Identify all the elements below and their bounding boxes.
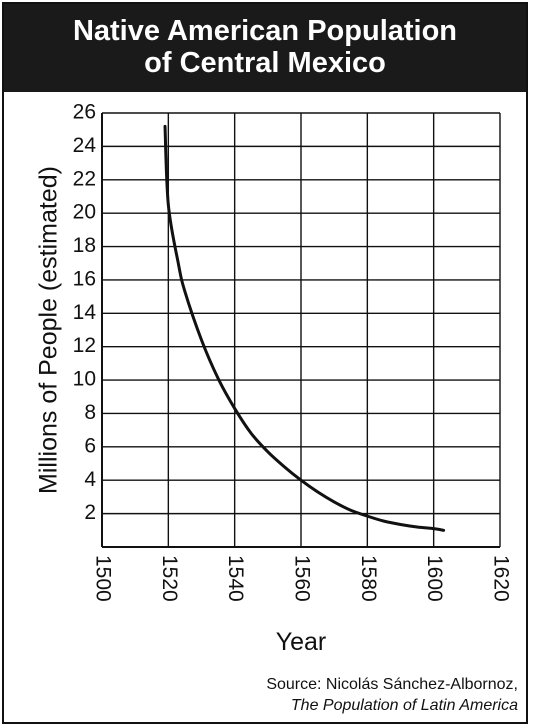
x-tick-1500: 1500 xyxy=(91,555,114,602)
y-axis-label: Millions of People (estimated) xyxy=(35,166,63,494)
x-tick-1600: 1600 xyxy=(423,555,446,602)
x-tick-labels: 1500 1520 1540 1560 1580 1600 1620 xyxy=(91,555,512,602)
y-tick-18: 18 xyxy=(73,234,96,257)
y-tick-24: 24 xyxy=(73,134,97,157)
y-tick-10: 10 xyxy=(73,368,96,391)
x-tick-1580: 1580 xyxy=(357,555,380,602)
y-tick-22: 22 xyxy=(73,167,96,190)
x-tick-1560: 1560 xyxy=(290,555,313,602)
y-tick-8: 8 xyxy=(84,401,96,424)
population-curve xyxy=(163,124,446,532)
y-tick-2: 2 xyxy=(84,501,96,524)
y-tick-4: 4 xyxy=(84,468,96,491)
chart-title-line-1: Native American Population xyxy=(72,15,458,47)
x-axis-label: Year xyxy=(276,628,327,656)
y-tick-26: 26 xyxy=(73,101,96,124)
chart-title-line-2: of Central Mexico xyxy=(144,47,386,79)
x-tick-1520: 1520 xyxy=(158,555,181,602)
y-tick-6: 6 xyxy=(84,434,96,457)
x-tick-1620: 1620 xyxy=(489,555,512,602)
y-tick-14: 14 xyxy=(73,301,97,324)
source-line-1: Source: Nicolás Sánchez-Albornoz, xyxy=(266,676,518,693)
source-line-2: The Population of Latin America xyxy=(290,697,518,714)
source-citation: Source: Nicolás Sánchez-Albornoz, The Po… xyxy=(266,674,518,716)
chart-title: Native American Population of Central Me… xyxy=(4,4,526,92)
y-tick-16: 16 xyxy=(73,267,96,290)
y-tick-12: 12 xyxy=(73,334,96,357)
y-tick-20: 20 xyxy=(73,201,96,224)
chart-frame: Native American Population of Central Me… xyxy=(2,2,528,724)
x-tick-1540: 1540 xyxy=(224,555,247,602)
